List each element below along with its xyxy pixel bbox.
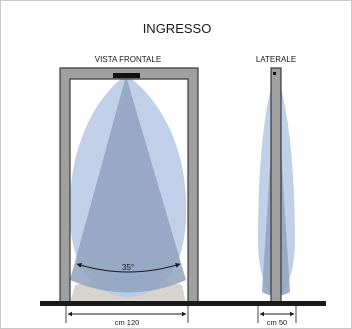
angle-arc [76,262,181,273]
side-sensor [273,72,276,75]
front-inner-beam [70,76,186,293]
front-width-label: cm 120 [115,318,140,327]
front-sensor [113,73,140,78]
diagram-title: INGRESSO [143,21,212,36]
angle-label: 35° [122,263,134,272]
front-view-label: VISTA FRONTALE [95,55,161,64]
front-dim-label-bg [112,318,142,327]
side-width-label: cm 50 [267,318,287,327]
side-view-label: LATERALE [256,55,296,64]
floor-line [40,301,326,306]
side-post [270,67,282,303]
